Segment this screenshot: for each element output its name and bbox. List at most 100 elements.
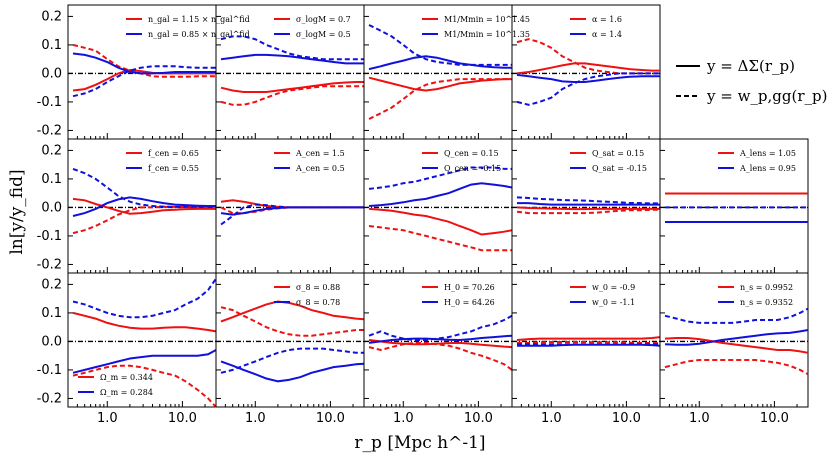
legend-label-blue: w_0 = -1.1 (592, 298, 635, 307)
legend-label-red: H_0 = 70.26 (444, 283, 495, 292)
y-tick-label: -0.1 (37, 363, 62, 378)
y-tick-label: -0.2 (37, 123, 62, 138)
y-tick-label: 0.1 (41, 38, 62, 53)
x-tick-label: 10.0 (316, 411, 345, 426)
panel-Acen: A_cen = 1.5 A_cen = 0.5 (215, 138, 365, 274)
series-blue-solid (517, 202, 660, 206)
panel-Omega_m: 0.2 0.1 0.0 -0.1 -0.2 1.0 10.0 Ω_m = 0.344 Ω_m =… (37, 272, 217, 426)
series-blue-dashed (664, 307, 809, 324)
series-blue-solid (368, 182, 513, 207)
y-axis-label: ln[y/y_fid] (7, 169, 27, 254)
y-tick-label: -0.2 (37, 391, 62, 406)
legend-label-red: f_cen = 0.65 (148, 149, 199, 158)
legend-label-blue: α = 1.4 (592, 30, 622, 39)
panel-alpha: α = 1.6 α = 1.4 (511, 4, 661, 140)
series-red-solid (72, 311, 217, 333)
y-tick-label: 0.2 (41, 277, 62, 292)
series-red-solid (220, 300, 365, 323)
legend-label-blue: f_cen = 0.55 (148, 164, 199, 173)
series-blue-dashed (220, 347, 364, 374)
series-blue-dashed (220, 203, 364, 226)
panel-ns: 1.0 10.0 n_s = 0.9952 n_s = 0.9352 (659, 272, 809, 426)
series-red-dashed (517, 341, 660, 345)
series-red-dashed (72, 43, 216, 78)
legend-label-blue: A_cen = 0.5 (295, 164, 345, 173)
legend-label-red: Q_sat = 0.15 (592, 149, 644, 158)
series-red-dashed (516, 38, 660, 75)
panel-w0: 1.0 10.0 w_0 = -0.9 w_0 = -1.1 (511, 272, 661, 426)
panel-frame (659, 272, 809, 408)
series-blue-dashed (516, 196, 660, 205)
legend-label-blue: Ω_m = 0.284 (100, 388, 153, 397)
series-red-solid (516, 62, 660, 75)
legend-label-red: α = 1.6 (592, 15, 622, 24)
y-tick-label: 0.0 (41, 66, 62, 81)
series-red-dashed (368, 225, 512, 252)
panel-frame (215, 138, 365, 274)
x-tick-label: 1.0 (97, 411, 118, 426)
panel-grid: 0.2 0.1 0.0 -0.1 -0.2 n_gal = 1.15 × n_gal^fi… (37, 4, 809, 426)
panel-frame (67, 272, 217, 408)
panel-frame (363, 138, 513, 274)
legend-label-blue: σ_8 = 0.78 (296, 298, 340, 307)
series-red-solid (72, 197, 216, 215)
panel-Qsat: Q_sat = 0.15 Q_sat = -0.15 (511, 138, 661, 274)
series-red-dashed (72, 364, 217, 408)
panel-frame (511, 138, 661, 274)
x-tick-label: 10.0 (464, 411, 493, 426)
series-red-solid (516, 336, 661, 341)
x-tick-label: 10.0 (612, 411, 641, 426)
panel-M1: M1/Mmin = 10^1.45 M1/Mmin = 10^1.35 (363, 4, 530, 140)
y-tick-label: -0.2 (37, 257, 62, 272)
x-tick-label: 1.0 (541, 411, 562, 426)
x-tick-label: 1.0 (245, 411, 266, 426)
panel-sigma8: 1.0 10.0 σ_8 = 0.88 σ_8 = 0.78 (215, 272, 365, 426)
series-blue-solid (368, 334, 513, 344)
series-blue-solid (72, 196, 216, 217)
series-red-dashed (220, 85, 364, 106)
legend-label-blue: n_s = 0.9352 (740, 298, 793, 307)
x-tick-label: 10.0 (168, 411, 197, 426)
panel-frame (659, 138, 809, 274)
legend-label-red: Ω_m = 0.344 (100, 373, 153, 382)
legend-label-blue: M1/Mmin = 10^1.35 (444, 30, 530, 39)
series-red-solid (220, 81, 364, 93)
legend-label-red: n_gal = 1.15 × n_gal^fid (148, 15, 250, 24)
series-red-solid (368, 207, 513, 236)
series-blue-dashed (368, 24, 512, 66)
series-blue-solid (368, 55, 512, 71)
legend-label-red: σ_8 = 0.88 (296, 283, 340, 292)
panel-Alens: A_lens = 1.05 A_lens = 0.95 (659, 138, 809, 274)
legend-label-blue: σ_logM = 0.5 (296, 30, 351, 39)
panel-frame (363, 4, 513, 140)
legend-key: y = ΔΣ(r_p) y = w_p,gg(r_p) (676, 57, 827, 105)
series-blue-dashed (368, 314, 513, 341)
panel-frame (215, 272, 365, 408)
x-axis-label: r_p [Mpc h^-1] (354, 433, 485, 453)
legend-key-dashed-label: y = w_p,gg(r_p) (706, 87, 827, 105)
panel-frame (511, 272, 661, 408)
legend-label-red: σ_logM = 0.7 (296, 15, 351, 24)
series-red-solid (516, 206, 660, 211)
x-tick-label: 1.0 (689, 411, 710, 426)
series-blue-solid (220, 53, 364, 65)
panel-ngal: 0.2 0.1 0.0 -0.1 -0.2 n_gal = 1.15 × n_gal^fi… (37, 4, 250, 140)
series-blue-solid (664, 329, 809, 346)
series-blue-dashed (72, 65, 216, 98)
legend-label-blue: n_gal = 0.85 × n_gal^fid (148, 30, 250, 39)
panel-Qcen: Q_cen = 0.15 Q_cen = -0.15 (363, 138, 513, 274)
legend-label-red: A_lens = 1.05 (739, 149, 796, 158)
legend-label-red: Q_cen = 0.15 (444, 149, 499, 158)
series-red-solid (368, 339, 513, 349)
x-tick-label: 10.0 (760, 411, 789, 426)
series-red-solid (220, 199, 364, 209)
series-red-dashed (368, 341, 513, 371)
series-blue-dashed (516, 72, 660, 106)
series-red-dashed (664, 359, 809, 376)
x-tick-label: 1.0 (393, 411, 414, 426)
y-tick-label: 0.0 (41, 334, 62, 349)
series-red-dashed (220, 306, 364, 337)
series-blue-solid (220, 360, 365, 383)
series-red-solid (664, 337, 809, 354)
series-red-solid (72, 68, 216, 92)
